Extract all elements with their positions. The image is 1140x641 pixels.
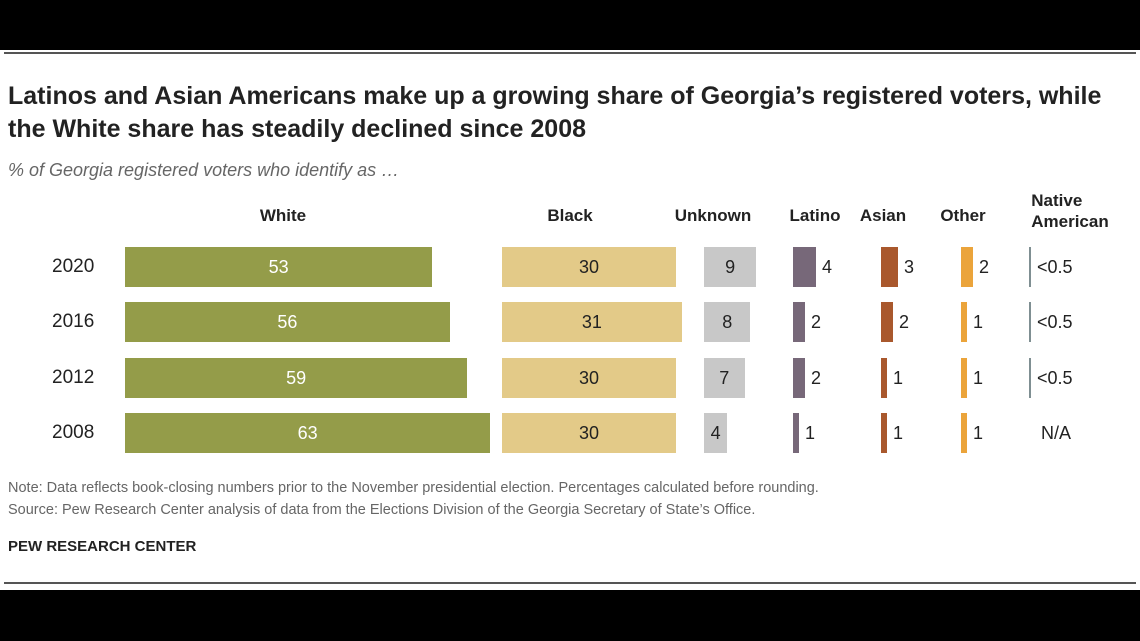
bar-asian-2016 bbox=[881, 302, 893, 342]
value-label-other-2012: 1 bbox=[973, 368, 984, 388]
value-label-unknown-2020: 9 bbox=[725, 257, 736, 277]
column-header-white: White bbox=[259, 206, 307, 225]
bottom-rule bbox=[4, 582, 1136, 584]
bar-other-2008 bbox=[961, 413, 967, 453]
bar-latino-2012 bbox=[793, 358, 805, 398]
bar-latino-2020 bbox=[793, 247, 816, 287]
bar-other-2020 bbox=[961, 247, 973, 287]
value-label-native-american-2012: <0.5 bbox=[1037, 368, 1073, 388]
value-label-black-2008: 30 bbox=[578, 423, 600, 443]
value-label-black-2020: 30 bbox=[578, 257, 600, 277]
bar-other-2016 bbox=[961, 302, 967, 342]
bar-latino-2016 bbox=[793, 302, 805, 342]
value-label-white-2012: 59 bbox=[286, 368, 307, 388]
bar-black-2008 bbox=[502, 413, 676, 453]
value-label-latino-2012: 2 bbox=[811, 368, 822, 388]
bar-white-2020 bbox=[125, 247, 433, 287]
value-label-white-2016: 56 bbox=[277, 312, 298, 332]
value-label-white-2008: 63 bbox=[297, 423, 318, 443]
value-label-native-american-2008: N/A bbox=[1041, 423, 1072, 443]
top-rule bbox=[4, 52, 1136, 54]
bar-unknown-2020 bbox=[704, 247, 757, 287]
value-label-white-2020: 53 bbox=[268, 257, 289, 277]
chart-title: Latinos and Asian Americans make up a gr… bbox=[8, 82, 1102, 143]
bar-black-2016 bbox=[502, 302, 682, 342]
bar-unknown-2016 bbox=[704, 302, 751, 342]
bar-asian-2012 bbox=[881, 358, 887, 398]
year-label-2020: 2020 bbox=[52, 256, 95, 277]
source-text: Source: Pew Research Center analysis of … bbox=[8, 502, 756, 518]
value-label-other-2016: 1 bbox=[973, 312, 984, 332]
bar-unknown-2012 bbox=[704, 358, 745, 398]
value-label-latino-2016: 2 bbox=[811, 312, 822, 332]
value-label-asian-2008: 1 bbox=[893, 423, 904, 443]
bar-asian-2008 bbox=[881, 413, 887, 453]
bar-black-2020 bbox=[502, 247, 676, 287]
column-header-other: Other bbox=[940, 206, 986, 225]
column-header-black: Black bbox=[547, 206, 593, 225]
value-label-latino-2020: 4 bbox=[822, 257, 833, 277]
bar-latino-2008 bbox=[793, 413, 799, 453]
value-label-unknown-2012: 7 bbox=[719, 368, 730, 388]
bar-asian-2020 bbox=[881, 247, 898, 287]
bar-native-american-2012 bbox=[1029, 358, 1031, 398]
chart-card: Latinos and Asian Americans make up a gr… bbox=[0, 50, 1140, 590]
bar-native-american-2020 bbox=[1029, 247, 1031, 287]
value-label-unknown-2016: 8 bbox=[722, 312, 733, 332]
year-label-2012: 2012 bbox=[52, 367, 95, 388]
value-label-unknown-2008: 4 bbox=[710, 423, 721, 443]
column-header-native-american: Native American bbox=[1031, 191, 1109, 231]
value-label-asian-2020: 3 bbox=[904, 257, 915, 277]
value-label-black-2016: 31 bbox=[581, 312, 602, 332]
bar-white-2008 bbox=[125, 413, 491, 453]
bar-white-2012 bbox=[125, 358, 468, 398]
note-text: Note: Data reflects book-closing numbers… bbox=[8, 480, 819, 496]
bar-other-2012 bbox=[961, 358, 967, 398]
bar-black-2012 bbox=[502, 358, 676, 398]
value-label-native-american-2020: <0.5 bbox=[1037, 257, 1073, 277]
year-label-2016: 2016 bbox=[52, 311, 95, 332]
chart-subtitle: % of Georgia registered voters who ident… bbox=[8, 160, 400, 180]
column-header-latino: Latino bbox=[789, 206, 841, 225]
value-label-other-2020: 2 bbox=[979, 257, 990, 277]
value-label-native-american-2016: <0.5 bbox=[1037, 312, 1073, 332]
value-label-asian-2016: 2 bbox=[899, 312, 910, 332]
bar-native-american-2016 bbox=[1029, 302, 1031, 342]
brand-label: PEW RESEARCH CENTER bbox=[8, 538, 197, 555]
bar-unknown-2008 bbox=[704, 413, 728, 453]
value-label-asian-2012: 1 bbox=[893, 368, 904, 388]
value-label-other-2008: 1 bbox=[973, 423, 984, 443]
bar-white-2016 bbox=[125, 302, 450, 342]
column-header-unknown: Unknown bbox=[674, 206, 752, 225]
year-label-2008: 2008 bbox=[52, 422, 95, 443]
value-label-black-2012: 30 bbox=[578, 368, 600, 388]
column-header-asian: Asian bbox=[859, 206, 907, 225]
value-label-latino-2008: 1 bbox=[805, 423, 816, 443]
